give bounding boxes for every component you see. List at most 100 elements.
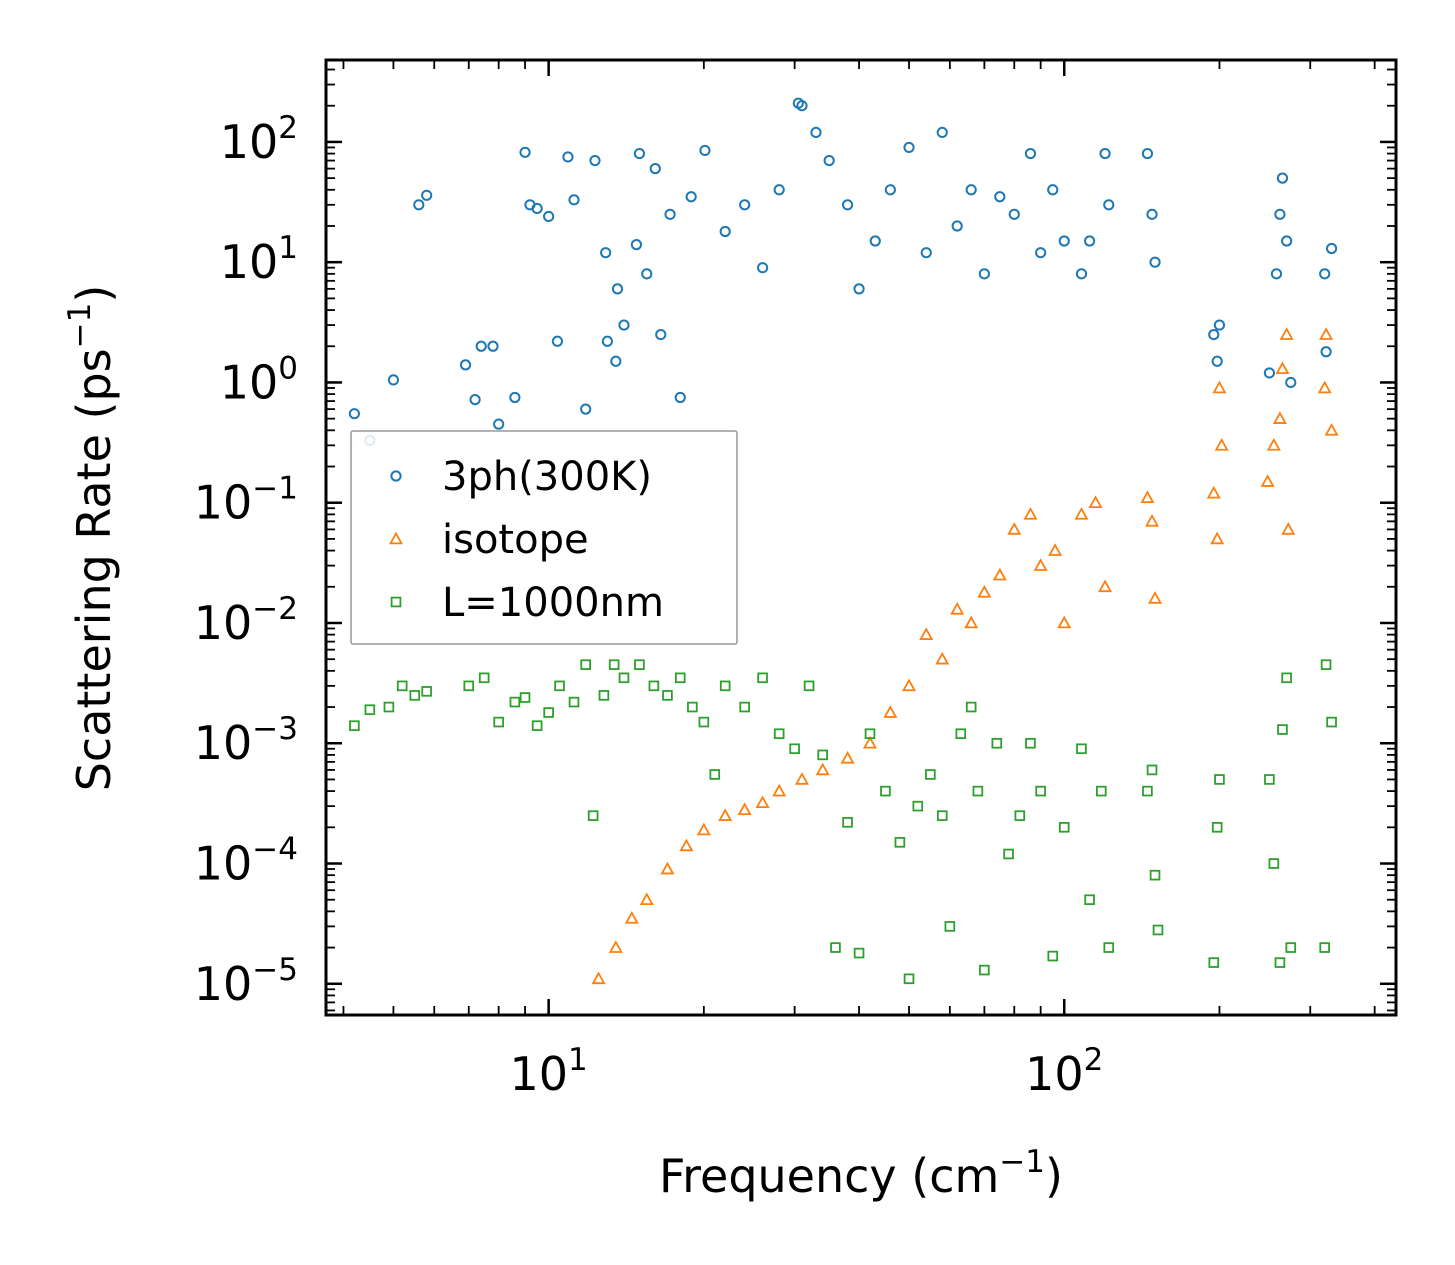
data-point [551, 335, 564, 347]
data-point [696, 822, 711, 836]
data-point [649, 163, 661, 175]
data-point [883, 705, 898, 718]
data-point [699, 144, 711, 157]
data-point [1211, 822, 1223, 833]
data-point [1098, 579, 1113, 593]
y-tick-label: 10−4 [194, 832, 298, 891]
data-point [1035, 247, 1047, 259]
data-point [1214, 774, 1225, 785]
data-point [1266, 437, 1281, 451]
data-point [840, 750, 855, 764]
data-point [903, 973, 915, 985]
data-point [364, 704, 376, 716]
data-point [842, 817, 853, 828]
data-point [587, 810, 599, 821]
data-point [1319, 268, 1331, 280]
data-point [421, 189, 433, 201]
data-point [880, 785, 891, 797]
data-point [1025, 737, 1036, 749]
data-point [589, 154, 601, 167]
series-1 [348, 97, 1338, 446]
data-point [936, 810, 948, 821]
data-point [994, 191, 1006, 203]
data-point [1320, 659, 1332, 670]
data-point [519, 146, 531, 158]
data-point [1149, 256, 1161, 268]
data-point [901, 678, 917, 692]
data-point [862, 735, 878, 749]
data-point [618, 319, 630, 331]
data-point [662, 690, 673, 701]
data-point [979, 964, 990, 976]
y-tick-label: 10−3 [194, 711, 298, 770]
data-point [1206, 485, 1221, 499]
data-point [1268, 858, 1280, 869]
data-point [1084, 894, 1095, 906]
data-point [1276, 172, 1289, 184]
data-point [739, 199, 751, 211]
data-point [1103, 199, 1115, 211]
data-point [972, 785, 984, 797]
data-point [755, 795, 770, 809]
data-point [1142, 785, 1153, 797]
data-point [789, 743, 800, 755]
data-point [737, 802, 752, 816]
data-point [1212, 380, 1227, 394]
data-point [610, 355, 622, 367]
data-point [509, 391, 521, 404]
data-point [493, 418, 505, 430]
data-point [634, 659, 645, 670]
data-point [944, 921, 956, 932]
data-point [1076, 743, 1087, 755]
data-point [608, 659, 620, 670]
data-point [1141, 147, 1154, 160]
data-point [633, 147, 646, 160]
data-point [810, 126, 822, 139]
data-point [992, 567, 1007, 581]
data-point [1211, 355, 1223, 367]
data-point [1272, 411, 1287, 424]
y-axis-title: Scattering Rate (ps−1) [62, 285, 121, 792]
data-point [580, 659, 591, 670]
data-point [1319, 942, 1330, 953]
data-point [719, 225, 731, 238]
data-point [955, 728, 967, 740]
data-point [796, 100, 808, 112]
legend-marker [390, 596, 402, 608]
data-point [1024, 147, 1037, 160]
x-axis-title: Frequency (cm−1) [659, 1144, 1063, 1203]
legend: 3ph(300K) isotope L=1000nm [350, 430, 738, 645]
data-point [772, 783, 787, 797]
data-point [1317, 380, 1332, 394]
data-point [543, 210, 555, 223]
data-point [554, 680, 565, 692]
data-point [1324, 422, 1339, 436]
series-2 [591, 327, 1339, 985]
data-point [978, 268, 990, 280]
data-point [1213, 319, 1226, 331]
data-point [1074, 507, 1089, 520]
data-point [803, 680, 815, 692]
data-point [1326, 716, 1337, 728]
data-point [531, 720, 543, 731]
data-point [349, 720, 360, 731]
data-point [591, 971, 606, 985]
data-point [648, 680, 660, 692]
legend-marker [388, 531, 404, 545]
data-point [624, 910, 639, 924]
data-point [687, 701, 698, 713]
data-point [674, 391, 686, 404]
data-point [894, 837, 906, 848]
data-point [509, 696, 521, 708]
data-point [815, 762, 830, 776]
data-point [679, 838, 694, 852]
data-point [463, 680, 475, 692]
data-point [853, 947, 865, 959]
data-point [864, 728, 876, 740]
data-point [1033, 558, 1048, 571]
data-point [655, 328, 667, 341]
data-point [1208, 957, 1220, 968]
data-point [1281, 672, 1292, 684]
data-point [568, 194, 580, 206]
data-point [964, 615, 979, 629]
